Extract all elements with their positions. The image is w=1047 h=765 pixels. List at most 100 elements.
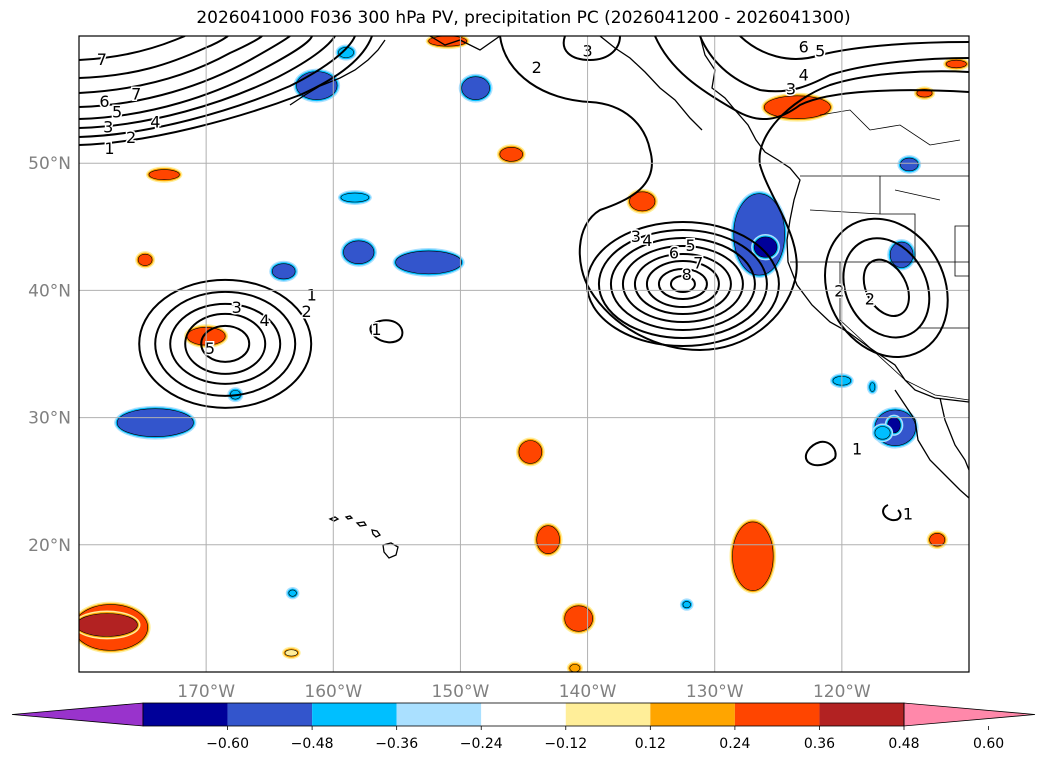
aleutian-islands: [289, 39, 386, 106]
pv-contour-level-1: [585, 221, 780, 348]
latitude-label: 20°N: [28, 536, 71, 556]
pv-contour-label: 3: [786, 79, 796, 98]
colorbar-bin: [312, 703, 397, 726]
pv-contour-small-2: [804, 440, 837, 467]
colorbar-bin: [481, 703, 566, 726]
hawaiian-islands: [328, 515, 399, 559]
latitude-label: 50°N: [28, 154, 71, 174]
pv-contour-level-7: [657, 268, 708, 301]
pv-contour-level-1: [823, 217, 949, 359]
pv-contour-label: 5: [112, 102, 122, 121]
alaska-panhandle: [599, 36, 703, 131]
longitude-labels: 170°W 160°W 150°W 140°W 130°W 120°W: [177, 682, 871, 702]
pv-contour-label: 6: [669, 244, 679, 263]
pv-contour-level-6: [645, 260, 720, 309]
pv-contour-label: 8: [682, 265, 692, 284]
pv-contour-level-3: [862, 258, 910, 317]
plot-area: [79, 36, 969, 672]
colorbar-tick-label: −0.24: [460, 736, 503, 752]
colorbar-bin: [565, 703, 651, 726]
longitude-label: 140°W: [559, 682, 617, 702]
colorbar: −0.60 −0.48 −0.36 −0.24 −0.12 0.12 0.24 0.36 0.4…: [11, 702, 1036, 752]
pv-contour-label: 3: [103, 118, 113, 137]
mexico-border: [904, 379, 969, 401]
latitude-label: 40°N: [28, 281, 71, 301]
precip-negative-region: [340, 237, 377, 267]
precip-positive-region: [729, 518, 777, 594]
pv-contour-label: 7: [131, 85, 141, 104]
colorbar-bin: [396, 703, 482, 726]
precip-positive-region: [533, 522, 563, 557]
plot-frame: [78, 35, 970, 673]
precip-positive-region: [943, 57, 969, 71]
precip-positive-region: [926, 530, 948, 550]
pv-contour-label: 1: [371, 320, 381, 339]
mexico-inner-coast: [939, 397, 969, 471]
pv-contour-label: 5: [685, 236, 695, 255]
precip-positive-region: [566, 661, 583, 672]
state-borders: [790, 176, 969, 381]
precip-negative-region: [679, 598, 694, 611]
pv-contour-label: 4: [642, 231, 652, 250]
graticule: [79, 36, 969, 672]
pv-contour-label: 5: [205, 339, 215, 358]
latitude-labels: 20°N 30°N 40°N 50°N: [28, 154, 71, 556]
precip-positive-region: [135, 251, 156, 269]
baja-coastline: [894, 389, 969, 499]
precip-negative-region: [269, 260, 299, 282]
colorbar-tick-label: −0.60: [206, 736, 249, 752]
precip-negative-region: [285, 586, 300, 600]
precip-positive-region: [913, 86, 936, 101]
pv-contour-level-5: [200, 324, 251, 363]
precip-positive-region: [515, 437, 545, 467]
precip-negative-region: [897, 155, 922, 174]
precip-positive-region: [626, 188, 658, 214]
coastline-layer: [289, 36, 969, 559]
pv-contour-small-1: [369, 319, 404, 344]
pv-contour-level-4: [184, 312, 267, 375]
precip-positive-region: [496, 144, 526, 165]
pv-contour-label: 5: [815, 41, 825, 60]
colorbar-bin: [143, 703, 228, 726]
precip-positive-region: [561, 602, 596, 635]
precip-negative-region: [458, 73, 493, 103]
pv-contour-label: 6: [799, 37, 809, 56]
pv-contour-label: 7: [97, 50, 107, 69]
precip-negative-region: [751, 233, 781, 261]
precip-negative-region: [392, 247, 465, 277]
longitude-label: 170°W: [177, 682, 235, 702]
longitude-label: 120°W: [813, 682, 871, 702]
pv-small-contours: [369, 319, 902, 522]
pv-contour-label: 3: [232, 298, 242, 317]
longitude-label: 160°W: [304, 682, 362, 702]
colorbar-tick-label: −0.48: [291, 736, 334, 752]
precip-negative-region: [871, 423, 894, 443]
canada-borders: [819, 109, 961, 146]
pv-contour-label: 1: [903, 504, 913, 523]
colorbar-bin: [734, 703, 820, 726]
pv-contour-level-8: [669, 275, 696, 294]
precip-positive-region: [281, 646, 301, 660]
pv-contour-label: 2: [865, 289, 875, 308]
longitude-label: 130°W: [686, 682, 744, 702]
precip-positive-region: [145, 166, 183, 183]
pv-contour-label: 4: [799, 65, 809, 84]
pv-contour-level-2: [597, 229, 768, 340]
latitude-label: 30°N: [28, 409, 71, 429]
pv-contour-label: 1: [104, 139, 114, 158]
pv-contour-small-3: [882, 504, 902, 522]
colorbar-bin: [227, 703, 313, 726]
colorbar-extend-low: [11, 702, 144, 727]
colorbar-frame: [142, 702, 905, 727]
pv-contour-label: 3: [631, 227, 641, 246]
longitude-label: 150°W: [432, 682, 490, 702]
map-title: 2026041000 F036 300 hPa PV, precipitatio…: [196, 8, 851, 28]
pv-contour-level-3: [169, 302, 282, 385]
precip-positive-region: [425, 36, 470, 50]
pv-contour-label: 2: [834, 282, 844, 301]
pv-contour-label: 1: [307, 285, 317, 304]
precip-negative-region: [866, 379, 878, 395]
north-america-coastline: [699, 36, 969, 403]
colorbar-tick-label: 0.48: [888, 736, 919, 752]
